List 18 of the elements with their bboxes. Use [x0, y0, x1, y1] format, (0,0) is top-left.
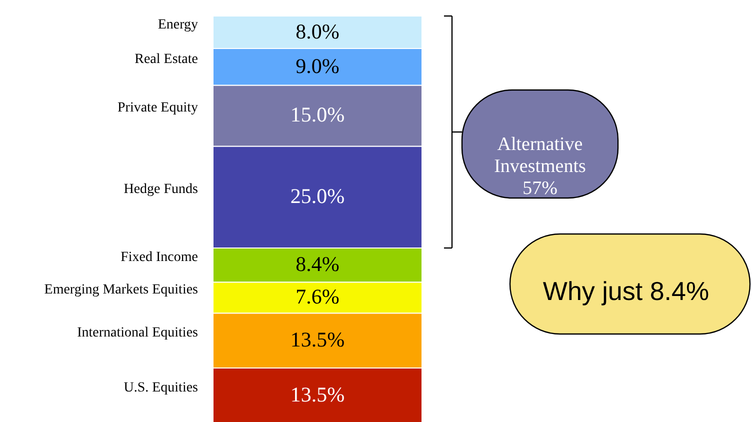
- series-label: Fixed Income: [120, 250, 198, 266]
- series-label: International Equities: [77, 326, 198, 341]
- data-label: 13.5%: [290, 382, 345, 407]
- series-label: Emerging Markets Equities: [44, 282, 198, 298]
- series-label: Private Equity: [118, 100, 198, 116]
- data-label: 15.0%: [290, 102, 345, 127]
- series-label: Energy: [158, 17, 198, 32]
- data-label: 9.0%: [296, 54, 340, 78]
- series-label: Hedge Funds: [124, 182, 198, 198]
- text: Why just 8.4%: [542, 276, 710, 306]
- series-label: Real Estate: [134, 52, 198, 67]
- data-label: 7.6%: [296, 284, 340, 309]
- series-label: U.S. Equities: [124, 380, 198, 396]
- data-label: 8.4%: [296, 252, 340, 276]
- text: Alternative Investments 57%: [494, 134, 586, 199]
- data-label: 8.0%: [296, 19, 340, 44]
- data-label: 13.5%: [290, 328, 345, 352]
- data-label: 25.0%: [290, 184, 345, 208]
